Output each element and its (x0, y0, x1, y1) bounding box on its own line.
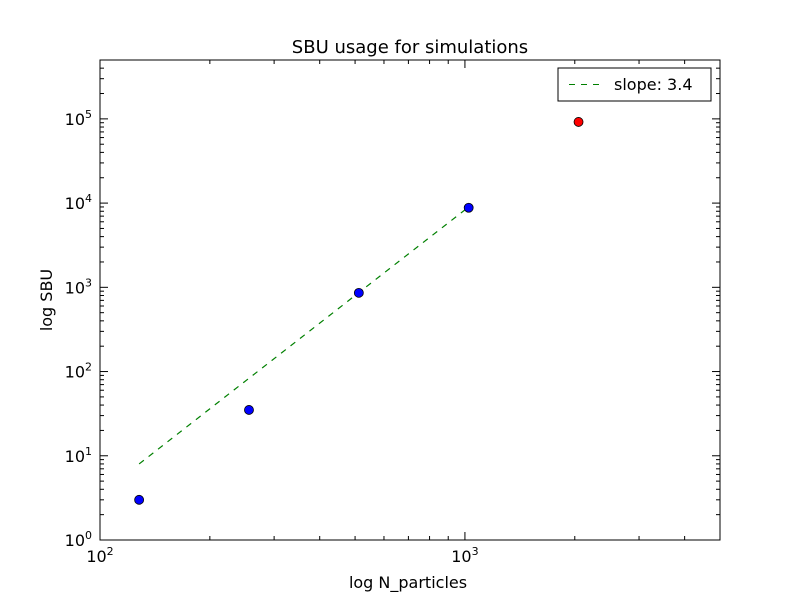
data-point (353, 287, 364, 298)
chart-title: SBU usage for simulations (292, 37, 528, 58)
x-axis-label: log N_particles (349, 573, 467, 593)
legend: slope: 3.4 (557, 67, 712, 102)
y-tick-label: 102 (65, 361, 92, 382)
y-tick-label: 100 (65, 529, 92, 550)
y-tick-label: 101 (65, 445, 92, 466)
data-point (463, 202, 474, 213)
axis-ticks-layer: 102 103 100 101 102 103 104 105 (65, 60, 720, 566)
y-tick-label: 103 (65, 276, 92, 297)
data-points-layer (134, 117, 584, 505)
y-tick-label: 105 (65, 108, 92, 129)
data-point (244, 405, 254, 415)
y-tick-label: 104 (65, 192, 92, 213)
y-axis-label: log SBU (37, 269, 56, 331)
data-point (573, 117, 584, 127)
x-tick-label: 103 (451, 545, 478, 566)
fit-line (138, 206, 470, 465)
data-point (134, 494, 145, 505)
fit-line-layer (138, 206, 470, 465)
x-tick-label: 102 (86, 545, 113, 566)
plot-area-frame (99, 59, 721, 541)
legend-label: slope: 3.4 (614, 75, 693, 94)
